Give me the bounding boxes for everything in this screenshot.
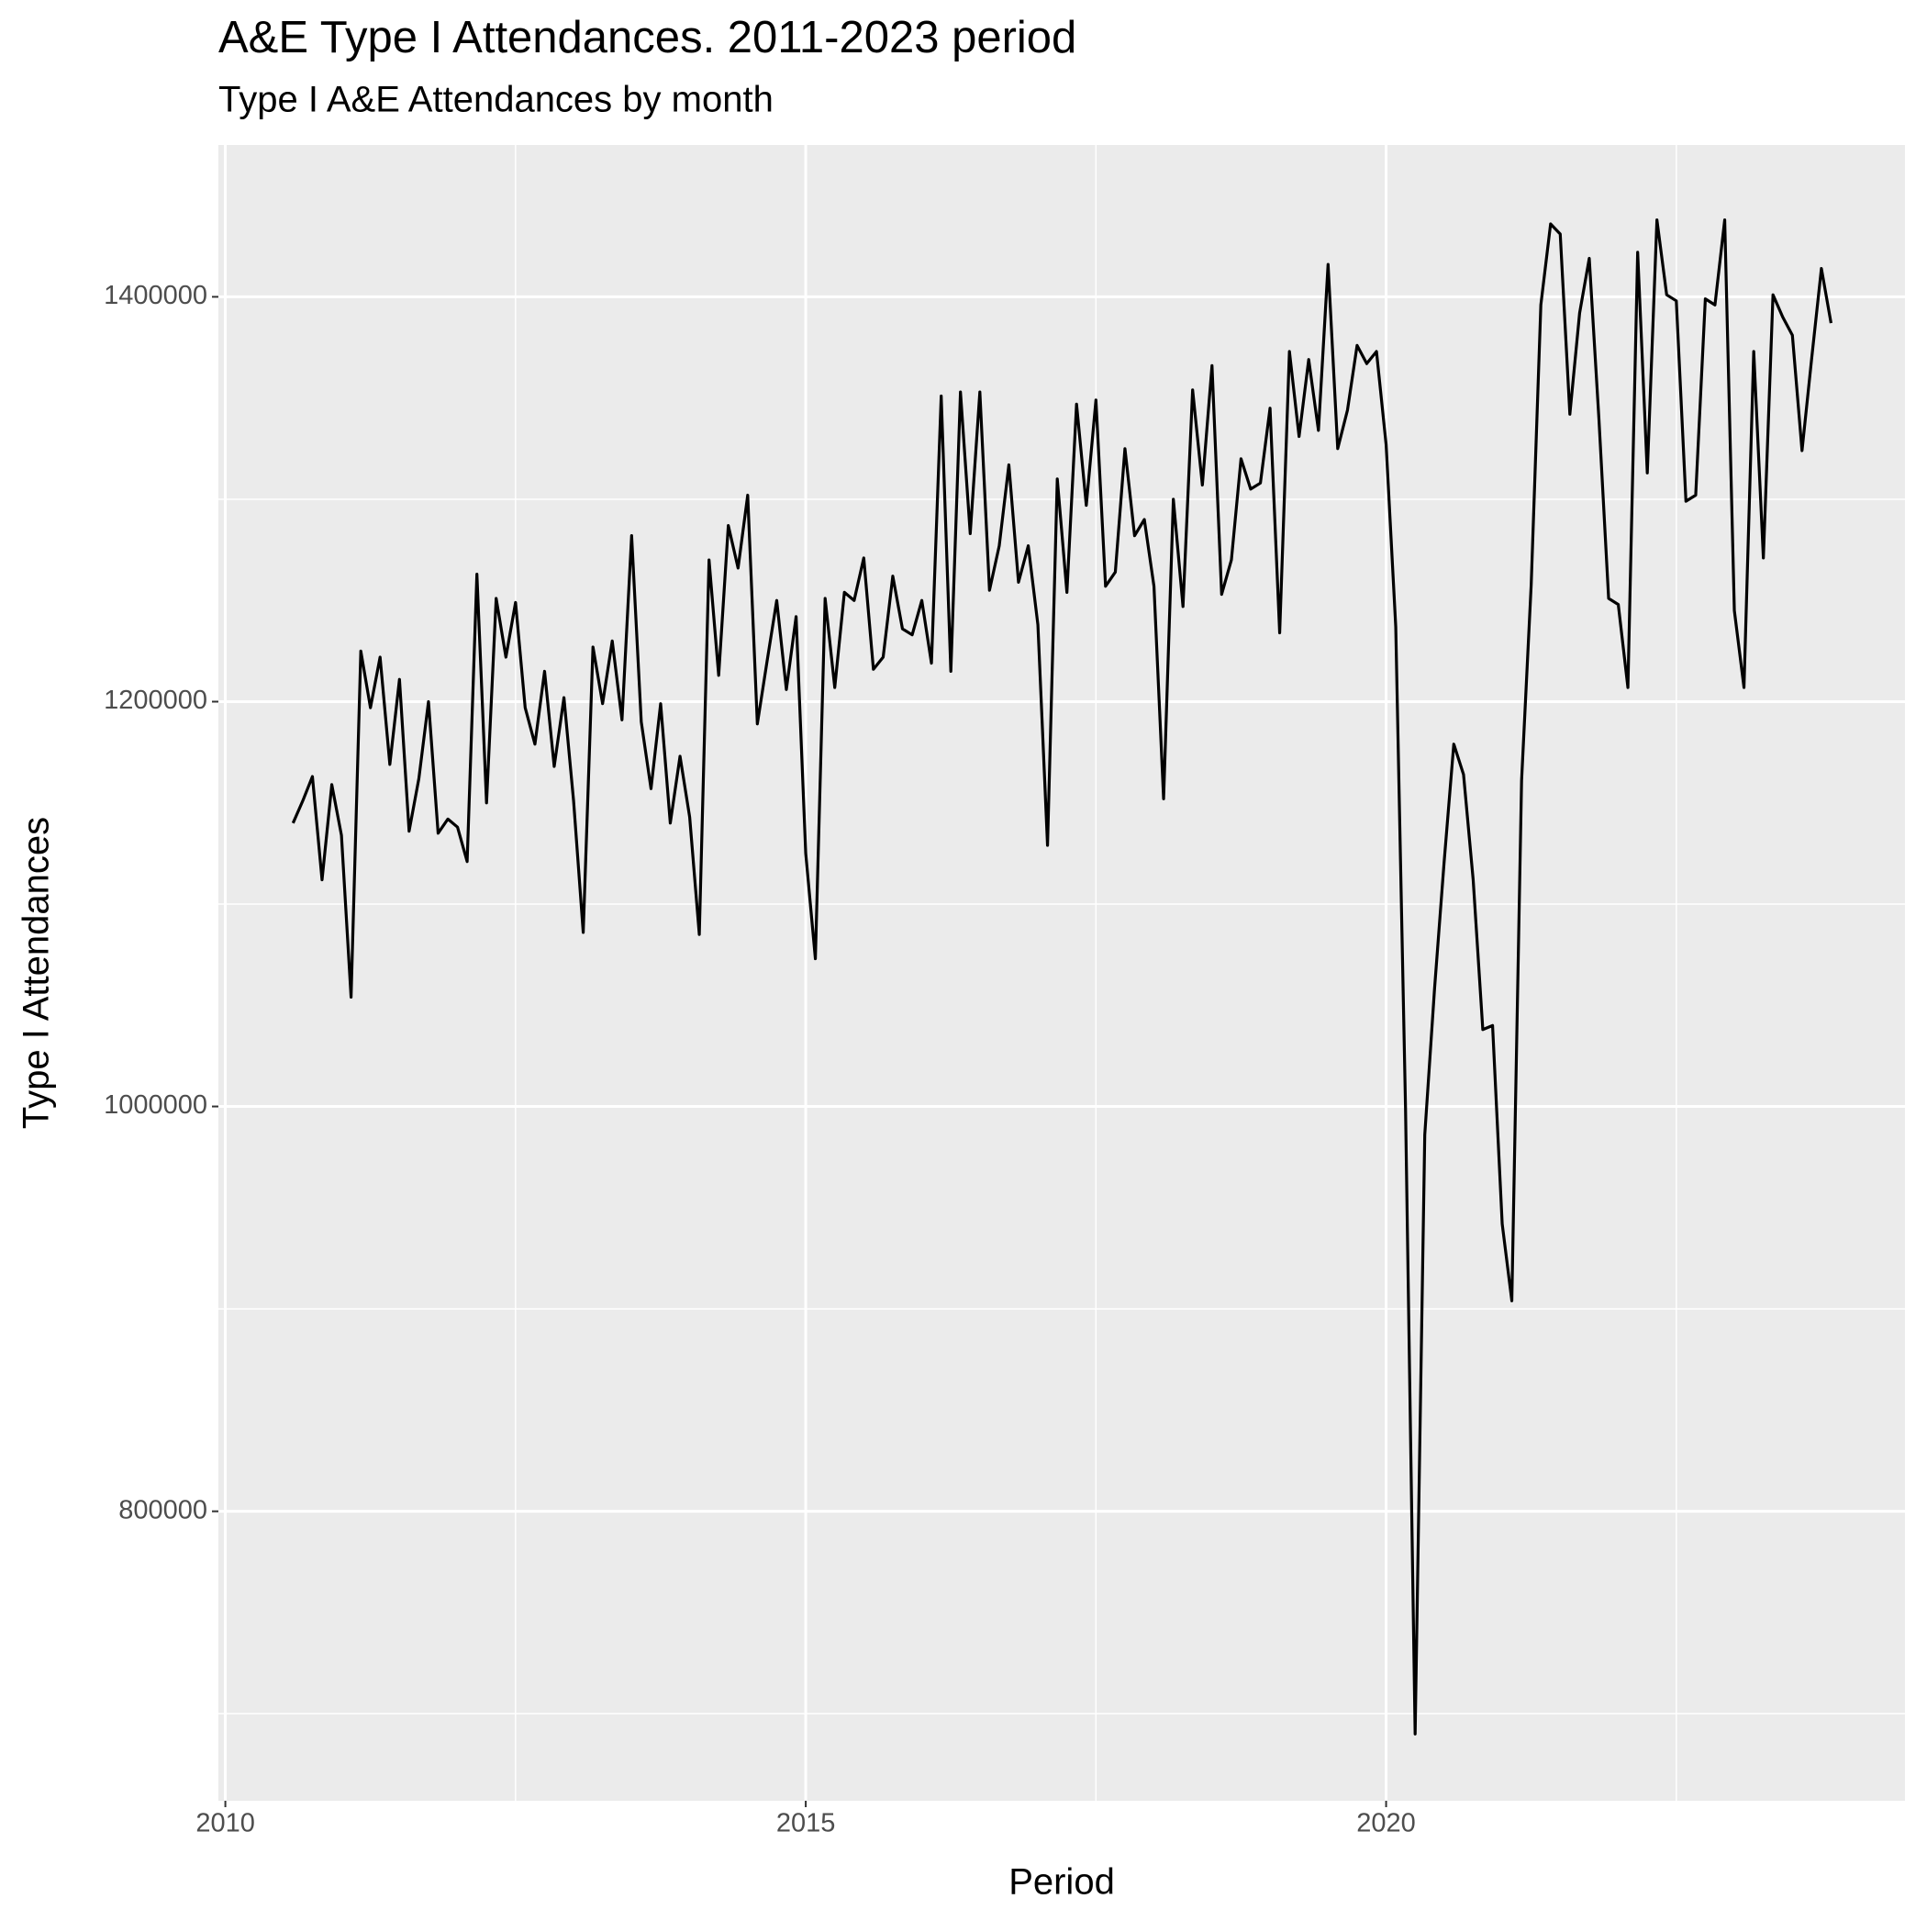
x-tick-label: 2010 [195, 1809, 255, 1838]
x-tick-label: 2020 [1356, 1809, 1416, 1838]
x-tick-label: 2015 [776, 1809, 836, 1838]
y-axis-title: Type I Attendances [17, 817, 57, 1129]
x-axis-title: Period [1008, 1862, 1115, 1903]
y-tick-label: 1000000 [104, 1090, 207, 1120]
data-line [291, 218, 1832, 1736]
plot-area [218, 145, 1905, 1801]
y-tick-label: 1400000 [104, 281, 207, 310]
y-tick-label: 1200000 [104, 686, 207, 715]
chart-subtitle: Type I A&E Attendances by month [218, 80, 774, 120]
panel-background [218, 145, 1905, 1801]
y-tick-label: 800000 [118, 1495, 207, 1524]
chart-title: A&E Type I Attendances. 2011-2023 period [218, 13, 1076, 62]
